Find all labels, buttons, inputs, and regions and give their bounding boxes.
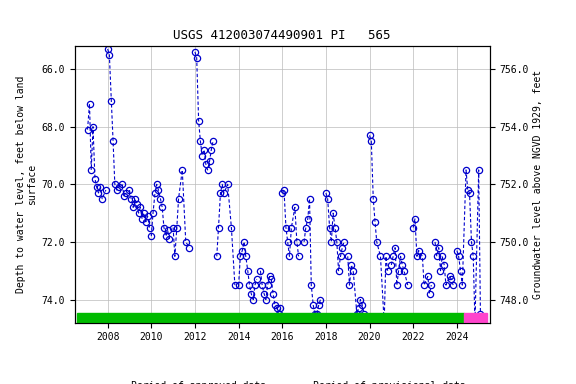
Y-axis label: Depth to water level, feet below land
surface: Depth to water level, feet below land su…: [16, 76, 37, 293]
Legend: Period of approved data, Period of provisional data: Period of approved data, Period of provi…: [95, 377, 469, 384]
Title: USGS 412003074490901 PI   565: USGS 412003074490901 PI 565: [173, 29, 391, 42]
Y-axis label: Groundwater level above NGVD 1929, feet: Groundwater level above NGVD 1929, feet: [533, 70, 543, 299]
Bar: [464, 313, 487, 323]
Bar: [77, 313, 464, 323]
